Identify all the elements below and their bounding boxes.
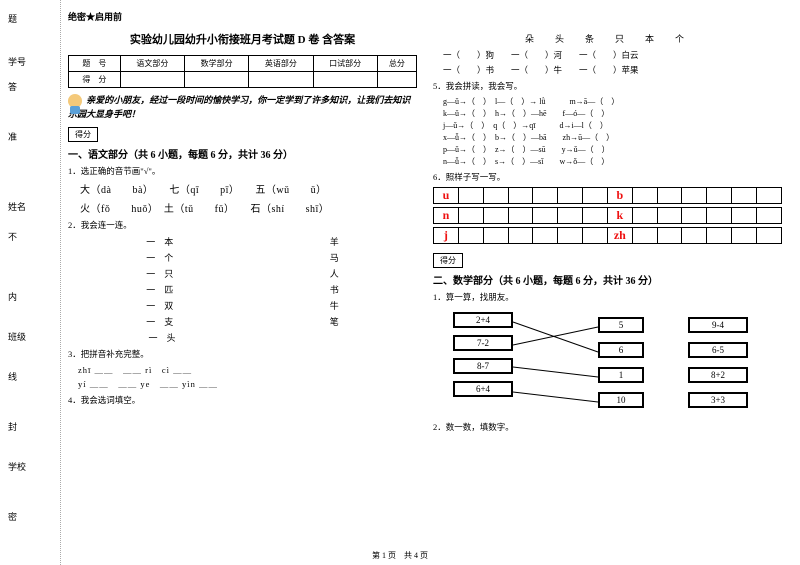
margin-label: 线: [8, 370, 17, 383]
cell: 英语部分: [249, 56, 313, 72]
math-box: 3+3: [688, 392, 748, 408]
writing-grid: j zh: [433, 227, 782, 244]
question-1: 1．选正确的音节画"√"。: [68, 165, 417, 177]
question-6: 6．照样子写一写。: [433, 171, 782, 183]
match-right: 牛: [330, 299, 339, 312]
margin-label: 班级: [8, 330, 26, 343]
match-left: 一 本: [146, 235, 173, 248]
match-left: 一 头: [148, 331, 175, 344]
cell: 口试部分: [313, 56, 377, 72]
question-2: 2．我会连一连。: [68, 219, 417, 231]
margin-label: 学校: [8, 460, 26, 473]
margin-label: 内: [8, 290, 17, 303]
grid-letter: j: [434, 228, 459, 244]
decode-line: p—ǔ→（ ） z→（ ）—sū y→ǔ—（ ）: [443, 144, 782, 155]
math-box: 10: [598, 392, 644, 408]
question-3: 3．把拼音补充完整。: [68, 348, 417, 360]
margin-label: 姓名: [8, 200, 26, 213]
match-left: 一 支: [146, 315, 173, 328]
margin-label: 准: [8, 130, 17, 143]
cell: 题 号: [69, 56, 121, 72]
table-row: 题 号 语文部分 数学部分 英语部分 口试部分 总分: [69, 56, 417, 72]
cell: 得 分: [69, 72, 121, 88]
question-4: 4．我会选词填空。: [68, 394, 417, 406]
match-right: 笔: [330, 315, 339, 328]
decode-line: x—ǚ→（ ） b→（ ）—bā zh→ū—（ ）: [443, 132, 782, 143]
grid-letter: n: [434, 208, 459, 224]
math-box: 5: [598, 317, 644, 333]
math-question-1: 1．算一算，找朋友。: [433, 291, 782, 303]
cell: 总分: [377, 56, 416, 72]
margin-label: 封: [8, 420, 17, 433]
score-box: 得分: [433, 253, 463, 268]
math-question-2: 2．数一数，填数字。: [433, 421, 782, 433]
math-box: 6-5: [688, 342, 748, 358]
math-box: 1: [598, 367, 644, 383]
match-right: 马: [330, 251, 339, 264]
left-column: 绝密★启用前 实验幼儿园幼升小衔接班月考试题 D 卷 含答案 题 号 语文部分 …: [60, 10, 425, 550]
fill-line: zhī ＿＿ ＿＿ rì cì ＿＿: [78, 364, 417, 376]
score-table: 题 号 语文部分 数学部分 英语部分 口试部分 总分 得 分: [68, 55, 417, 88]
exam-title: 实验幼儿园幼升小衔接班月考试题 D 卷 含答案: [68, 31, 417, 47]
word-bank: 朵 头 条 只 本 个: [433, 32, 782, 45]
right-column: 朵 头 条 只 本 个 一（ ）狗 一（ ）河 一（ ）白云 一（ ）书 一（ …: [425, 10, 790, 550]
math-match-area: 2+4 7-2 8-7 6+4 5 6 1 10 9-4 6-5 8+2 3+3: [433, 307, 782, 417]
margin-label: 不: [8, 230, 17, 243]
grid-letter: u: [434, 188, 459, 204]
child-icon: [68, 94, 82, 108]
cell: [377, 72, 416, 88]
greeting-text: 亲爱的小朋友，经过一段时间的愉快学习，你一定学到了许多知识，让我们去知识乐园大显…: [68, 94, 417, 121]
decode-line: j—ǔ→（ ） q（ ）→qī d→i—l（ ）: [443, 120, 782, 131]
cell: 语文部分: [120, 56, 184, 72]
match-left: 一 只: [146, 267, 173, 280]
section-chinese-title: 一、语文部分（共 6 小题，每题 6 分，共计 36 分）: [68, 146, 417, 161]
writing-grid: ub: [433, 187, 782, 204]
margin-label: 答: [8, 80, 17, 93]
confidential-label: 绝密★启用前: [68, 10, 417, 23]
match-block: 一 本 羊 一 个 马 一 只 人 一 匹 书 一 双 牛 一 支 笔 一 头: [68, 235, 417, 344]
decode-line: k—ǔ→（ ） h→（ ）—hē f—ó—（ ）: [443, 108, 782, 119]
grid-letter: k: [607, 208, 632, 224]
match-right: 人: [330, 267, 339, 280]
math-box: 6: [598, 342, 644, 358]
match-right: 羊: [330, 235, 339, 248]
page-container: 绝密★启用前 实验幼儿园幼升小衔接班月考试题 D 卷 含答案 题 号 语文部分 …: [60, 10, 790, 550]
math-box: 9-4: [688, 317, 748, 333]
pinyin-row: 火（fǒ huǒ） 土（tǔ fǔ） 石（shí shī）: [80, 200, 417, 215]
section-math-title: 二、数学部分（共 6 小题，每题 6 分，共计 36 分）: [433, 272, 782, 287]
cell: [313, 72, 377, 88]
math-box: 2+4: [453, 312, 513, 328]
page-footer: 第 1 页 共 4 页: [0, 550, 800, 561]
fill-line: yí ＿＿ ＿＿ ye ＿＿ yìn ＿＿: [78, 378, 417, 390]
cell: [249, 72, 313, 88]
cell: [184, 72, 248, 88]
score-box: 得分: [68, 127, 98, 142]
math-box: 7-2: [453, 335, 513, 351]
margin-label: 学号: [8, 55, 26, 68]
grid-letter: zh: [607, 228, 632, 244]
math-box: 6+4: [453, 381, 513, 397]
fill-sentence: 一（ ）狗 一（ ）河 一（ ）白云: [443, 49, 782, 61]
fill-sentence: 一（ ）书 一（ ）牛 一（ ）苹果: [443, 64, 782, 76]
decode-line: n—ǚ→（ ） s→（ ）—sǐ w→ǒ—（ ）: [443, 156, 782, 167]
match-left: 一 匹: [146, 283, 173, 296]
match-right: 书: [330, 283, 339, 296]
cell: [120, 72, 184, 88]
table-row: 得 分: [69, 72, 417, 88]
binding-margin: 题 学号 答 准 姓名 不 内 班级 线 封 学校 密: [0, 0, 61, 565]
margin-label: 密: [8, 510, 17, 523]
decode-line: g—ǔ→（ ） l—（ ）→ lǜ m→ā—（ ）: [443, 96, 782, 107]
greeting-body: 亲爱的小朋友，经过一段时间的愉快学习，你一定学到了许多知识，让我们去知识乐园大显…: [68, 95, 410, 119]
match-left: 一 双: [146, 299, 173, 312]
math-box: 8-7: [453, 358, 513, 374]
pinyin-row: 大（dà bà） 七（qī pī） 五（wǔ ǔ）: [80, 181, 417, 196]
question-5: 5．我会拼读，我会写。: [433, 80, 782, 92]
math-box: 8+2: [688, 367, 748, 383]
cell: 数学部分: [184, 56, 248, 72]
grid-letter: b: [607, 188, 632, 204]
match-left: 一 个: [146, 251, 173, 264]
writing-grid: nk: [433, 207, 782, 224]
margin-label: 题: [8, 12, 17, 25]
